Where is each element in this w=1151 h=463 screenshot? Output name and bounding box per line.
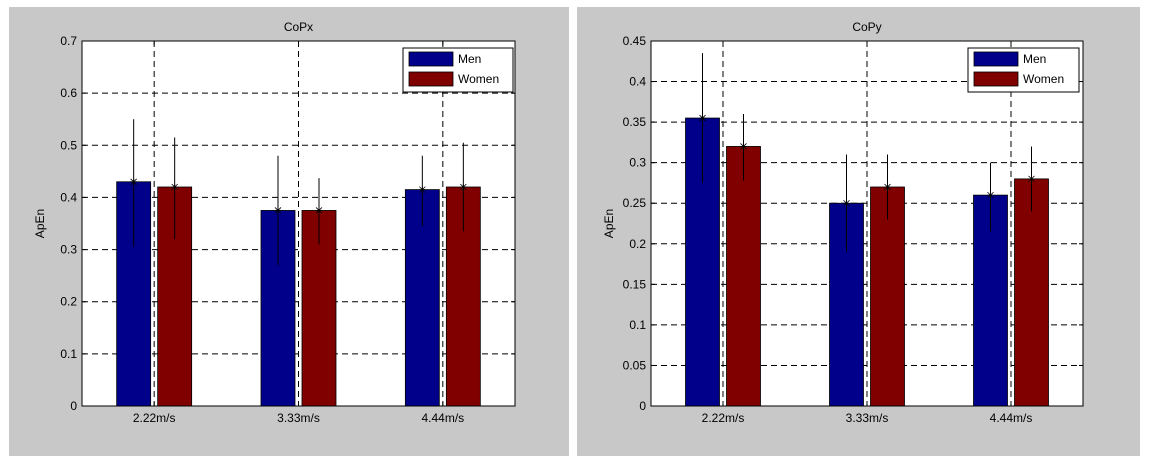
y-tick-label: 0.1 (629, 318, 646, 332)
mean-marker (315, 207, 323, 214)
y-tick-label: 0.4 (629, 75, 646, 89)
x-tick-label: 2.22m/s (702, 411, 745, 425)
mean-marker (171, 183, 178, 191)
y-tick-label: 0.2 (629, 237, 646, 251)
y-tick-label: 0.1 (60, 347, 77, 361)
chart-svg-copx: 0 0.1 0.2 0.3 0.4 0.5 0.6 0.7 2.22m/s 3.33m/s 4.44… (33, 20, 516, 425)
mean-marker (419, 186, 426, 193)
x-tick-label: 4.44m/s (990, 411, 1033, 425)
mean-marker (460, 183, 467, 191)
legend-label-men: Men (1023, 52, 1046, 66)
mean-marker (130, 178, 137, 186)
chart-panel-copx: 0 0.1 0.2 0.3 0.4 0.5 0.6 0.7 2.22m/s 3.33m/s 4.44… (9, 7, 569, 456)
legend-label-women: Women (1023, 72, 1064, 86)
y-tick-label: 0.25 (623, 196, 647, 210)
mean-marker (843, 199, 850, 207)
bar-men-2 (260, 210, 296, 407)
legend-swatch-women (973, 71, 1019, 87)
legend-label-women: Women (458, 72, 499, 86)
y-tick-label: 0.2 (60, 295, 77, 309)
mean-marker (884, 183, 891, 191)
chart-svg-copy: 0 0.05 0.1 0.15 0.2 0.25 0.3 0.35 0.4 0.45 2.22m/s… (602, 20, 1084, 425)
mean-marker (1028, 175, 1035, 183)
y-tick-label: 0.35 (623, 115, 647, 129)
plot-frame (650, 40, 1084, 407)
bar-women-2 (870, 186, 905, 407)
y-tick-label: 0.05 (623, 358, 647, 372)
x-tick-label: 4.44m/s (421, 411, 464, 425)
plot-frame (81, 40, 516, 407)
mean-marker (699, 114, 706, 122)
bar-women-1 (726, 146, 761, 407)
chart-panel-copy: 0 0.05 0.1 0.15 0.2 0.25 0.3 0.35 0.4 0.45 2.22m/s… (577, 7, 1140, 456)
mean-marker (740, 143, 747, 150)
y-tick-label: 0 (70, 399, 77, 413)
y-tick-label: 0.7 (60, 34, 77, 48)
bar-women-3 (1014, 178, 1049, 407)
y-axis-label: ApEn (602, 209, 616, 238)
legend-swatch-women (408, 71, 454, 87)
y-tick-label: 0.5 (60, 138, 77, 152)
y-tick-label: 0.3 (60, 243, 77, 257)
y-tick-label: 0.4 (60, 190, 77, 204)
y-axis-label: ApEn (33, 209, 47, 238)
chart-title: CoPy (852, 20, 881, 34)
y-tick-label: 0 (639, 399, 646, 413)
x-tick-label: 3.33m/s (846, 411, 889, 425)
y-tick-label: 0.15 (623, 277, 647, 291)
legend-swatch-men (973, 51, 1019, 67)
y-tick-label: 0.3 (629, 156, 646, 170)
x-tick-label: 3.33m/s (277, 411, 320, 425)
x-tick-label: 2.22m/s (133, 411, 176, 425)
y-tick-label: 0.45 (623, 34, 647, 48)
legend-label-men: Men (458, 52, 481, 66)
y-tick-label: 0.6 (60, 86, 77, 100)
legend-swatch-men (408, 51, 454, 67)
mean-marker (274, 207, 282, 214)
mean-marker (987, 191, 994, 199)
chart-title: CoPx (284, 20, 313, 34)
